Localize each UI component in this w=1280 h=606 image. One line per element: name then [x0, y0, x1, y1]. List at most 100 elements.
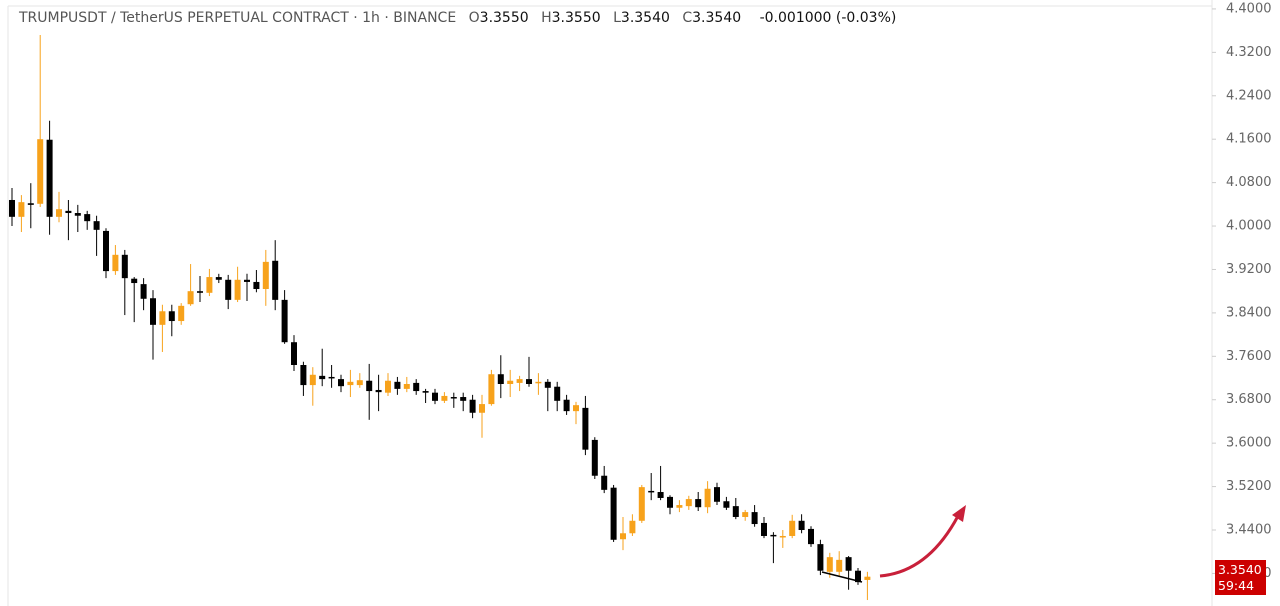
candle-body: [469, 399, 476, 413]
candle-body: [432, 392, 438, 401]
candle-body: [497, 374, 504, 384]
candle-body: [864, 576, 871, 580]
ohlc-value: 3.3540: [692, 10, 742, 26]
candle-body: [225, 279, 232, 300]
y-tick-label: 3.8400: [1226, 305, 1272, 320]
candle-body: [37, 139, 44, 204]
candle-body: [742, 512, 749, 517]
candle-body: [140, 284, 147, 299]
candle-body: [356, 380, 363, 386]
y-tick-label: 4.3200: [1226, 45, 1272, 60]
candle-body: [695, 499, 702, 508]
candle-body: [441, 395, 448, 401]
ohlc-value: 3.3550: [479, 10, 529, 26]
candle-body: [761, 522, 767, 536]
ohlc-value: 3.3540: [620, 10, 670, 26]
candle-body: [103, 230, 109, 272]
candle-body: [460, 397, 467, 401]
candle-body: [300, 365, 307, 386]
y-tick-label: 3.4400: [1226, 523, 1272, 538]
candle-body: [836, 559, 843, 572]
candle-body: [573, 405, 579, 412]
last-price: 3.3540: [1218, 562, 1262, 577]
arrow: [879, 515, 960, 578]
symbol-title: TRUMPUSDT / TetherUS PERPETUAL CONTRACT …: [19, 10, 457, 26]
trend-line: [821, 571, 863, 583]
candle-body: [582, 407, 589, 450]
candle-body: [262, 261, 269, 290]
candle-body: [328, 376, 335, 379]
candle-body: [338, 379, 344, 387]
candle-body: [413, 382, 420, 392]
candle-body: [826, 557, 833, 572]
candle-body: [309, 374, 316, 386]
header: TRUMPUSDT / TetherUS PERPETUAL CONTRACT …: [19, 10, 896, 26]
candle-body: [131, 278, 138, 284]
ohlc-label: O: [468, 10, 480, 26]
candle-body: [422, 391, 429, 393]
candle-body: [93, 221, 100, 230]
y-tick-label: 3.9200: [1226, 262, 1272, 277]
candle-body: [516, 379, 523, 383]
candle-body: [121, 254, 128, 279]
candle-body: [526, 379, 532, 384]
y-tick-label: 3.6000: [1226, 436, 1272, 451]
candle-body: [112, 254, 119, 272]
candle-body: [150, 298, 156, 325]
candle-body: [366, 380, 373, 392]
candle-body: [751, 512, 758, 525]
candle-body: [591, 439, 598, 476]
y-tick-label: 4.1600: [1226, 132, 1272, 147]
price-tag: 3.3540 59:44: [1215, 560, 1266, 595]
candle-body: [685, 499, 692, 507]
candle-body: [206, 277, 213, 293]
y-tick-label: 3.5200: [1226, 479, 1272, 494]
y-tick-label: 4.0000: [1226, 219, 1272, 234]
candle-body: [281, 299, 288, 343]
candle-body: [544, 381, 551, 388]
candle-body: [27, 203, 34, 205]
candle-body: [197, 291, 203, 293]
candle-body: [714, 487, 720, 502]
y-tick-label: 4.2400: [1226, 88, 1272, 103]
ohlc-label: H: [541, 10, 552, 26]
candle-body: [394, 381, 401, 389]
countdown: 59:44: [1218, 578, 1255, 593]
candle-body: [723, 501, 730, 508]
candle-body: [9, 199, 15, 217]
candle-body: [667, 496, 673, 508]
candle-body: [46, 139, 53, 217]
candle-body: [253, 281, 260, 290]
candle-body: [610, 487, 617, 540]
candle-body: [159, 311, 166, 325]
candle-body: [385, 380, 391, 393]
ohlc-label: C: [682, 10, 693, 26]
candle-body: [450, 397, 457, 399]
candle-body: [215, 277, 222, 280]
candle-body: [855, 570, 861, 583]
candle-body: [779, 535, 786, 538]
candle-body: [187, 291, 194, 305]
candle-body: [56, 209, 62, 217]
candle-body: [347, 381, 354, 386]
candle-body: [798, 520, 805, 531]
candle-body: [234, 279, 241, 300]
candle-body: [535, 381, 542, 384]
ohlc-label: L: [613, 10, 621, 26]
candle-body: [272, 260, 279, 300]
candle-body: [638, 487, 645, 521]
candle-body: [168, 311, 175, 322]
change: -0.001000 (-0.03%): [759, 10, 897, 26]
candle-body: [629, 520, 636, 534]
candle-body: [479, 404, 485, 413]
candle-body: [657, 492, 664, 498]
candle-body: [808, 528, 814, 545]
candle-body: [488, 374, 495, 405]
candle-body: [732, 506, 739, 517]
candle-body: [817, 544, 824, 571]
candle-body: [554, 386, 561, 401]
candle-body: [648, 490, 655, 493]
candle-body: [403, 383, 410, 389]
